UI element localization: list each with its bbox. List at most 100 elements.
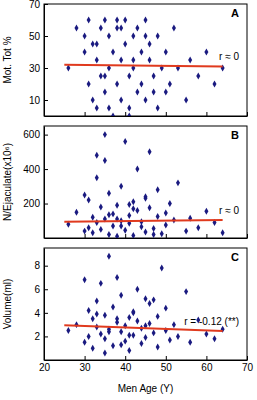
y-tick: 4 bbox=[34, 308, 48, 319]
point bbox=[119, 25, 123, 32]
point bbox=[127, 332, 131, 339]
point bbox=[204, 208, 208, 215]
x-axis bbox=[45, 234, 248, 239]
point bbox=[115, 202, 119, 209]
y-axis-line bbox=[44, 127, 45, 239]
point bbox=[127, 201, 131, 208]
point bbox=[123, 338, 127, 345]
point bbox=[135, 166, 139, 173]
y-tick-label: 4 bbox=[34, 308, 40, 319]
y-tick-mark bbox=[44, 204, 48, 205]
point bbox=[115, 17, 119, 24]
point bbox=[152, 329, 156, 336]
point bbox=[148, 41, 152, 48]
y-tick-label: 50 bbox=[29, 31, 41, 42]
y-tick: 50 bbox=[29, 31, 48, 42]
x-axis bbox=[45, 112, 248, 117]
point bbox=[123, 227, 127, 234]
x-tick-mark bbox=[85, 112, 86, 116]
point bbox=[168, 200, 172, 207]
panel-label: A bbox=[231, 7, 239, 19]
y-tick-mark bbox=[44, 135, 48, 136]
y-axis-title: Volume(ml) bbox=[2, 279, 13, 330]
y-tick-label: 6 bbox=[34, 284, 40, 295]
point bbox=[148, 300, 152, 307]
x-tick-mark bbox=[125, 356, 126, 360]
point bbox=[123, 17, 127, 24]
point bbox=[83, 191, 87, 198]
point bbox=[111, 342, 115, 349]
x-tick-label: 20 bbox=[39, 362, 51, 373]
point bbox=[148, 148, 152, 155]
point bbox=[156, 213, 160, 220]
y-axis-line bbox=[44, 5, 45, 117]
plot-frame bbox=[44, 248, 247, 360]
point bbox=[99, 331, 103, 338]
y-tick: 6 bbox=[34, 284, 48, 295]
point bbox=[107, 33, 111, 40]
point bbox=[115, 25, 119, 32]
point bbox=[91, 97, 95, 104]
point bbox=[143, 334, 147, 341]
x-tick bbox=[247, 234, 248, 238]
point bbox=[131, 308, 135, 315]
x-tick: 40 bbox=[120, 356, 132, 373]
x-tick-label: 50 bbox=[161, 362, 173, 373]
y-axis-title: Mot. Tot % bbox=[2, 36, 13, 83]
x-tick-mark bbox=[206, 234, 207, 238]
x-tick-mark bbox=[166, 356, 167, 360]
y-tick-mark bbox=[44, 313, 48, 314]
point bbox=[103, 349, 107, 356]
point bbox=[135, 89, 139, 96]
y-axis: 10305070 bbox=[29, 0, 48, 117]
x-tick bbox=[206, 234, 207, 238]
point bbox=[143, 97, 147, 104]
point bbox=[131, 332, 135, 339]
x-tick-mark bbox=[247, 356, 248, 360]
point bbox=[111, 113, 115, 116]
point bbox=[74, 25, 78, 32]
point bbox=[119, 292, 123, 299]
point bbox=[139, 49, 143, 56]
point bbox=[119, 183, 123, 190]
point bbox=[83, 49, 87, 56]
point bbox=[87, 197, 91, 204]
x-axis-title: Men Age (Y) bbox=[118, 383, 174, 394]
point bbox=[103, 312, 107, 319]
y-tick-label: 200 bbox=[23, 198, 40, 209]
point bbox=[213, 335, 217, 342]
point bbox=[152, 225, 156, 232]
y-tick-label: 30 bbox=[29, 63, 41, 74]
y-tick: 400 bbox=[23, 164, 48, 175]
point bbox=[119, 341, 123, 348]
point bbox=[103, 73, 107, 80]
point bbox=[83, 276, 87, 283]
plot-frame bbox=[44, 126, 247, 238]
point bbox=[160, 230, 164, 237]
point bbox=[95, 311, 99, 318]
point bbox=[213, 81, 217, 88]
point bbox=[152, 296, 156, 303]
point bbox=[135, 286, 139, 293]
point bbox=[168, 81, 172, 88]
x-tick bbox=[85, 112, 86, 116]
point bbox=[156, 344, 160, 351]
point bbox=[95, 219, 99, 226]
point bbox=[103, 89, 107, 96]
point bbox=[139, 340, 143, 347]
point bbox=[91, 345, 95, 352]
point bbox=[111, 210, 115, 217]
x-tick bbox=[166, 234, 167, 238]
panel-label: B bbox=[231, 129, 239, 141]
point bbox=[143, 228, 147, 235]
point bbox=[156, 33, 160, 40]
y-tick: 8 bbox=[34, 260, 48, 271]
plot-area bbox=[64, 17, 224, 116]
point bbox=[168, 336, 172, 343]
point bbox=[188, 57, 192, 64]
point bbox=[91, 41, 95, 48]
y-tick: 600 bbox=[23, 129, 48, 140]
point bbox=[107, 211, 111, 218]
point bbox=[103, 157, 107, 164]
point bbox=[131, 205, 135, 212]
